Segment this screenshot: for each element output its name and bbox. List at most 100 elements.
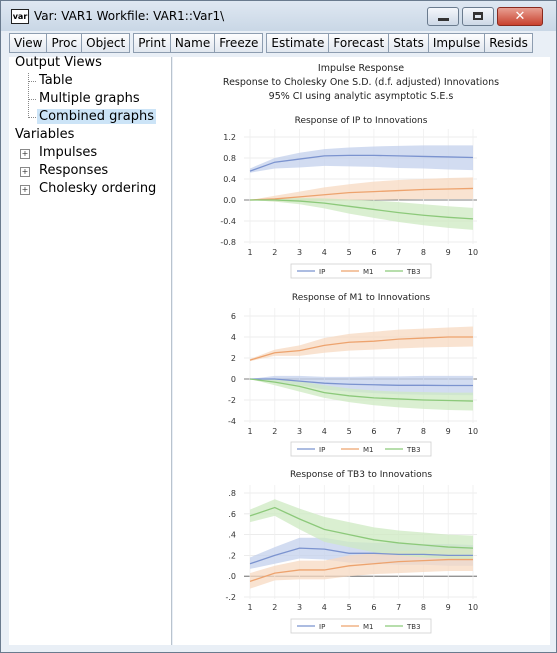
window-title: Var: VAR1 Workfile: VAR1::Var1\ <box>34 9 225 23</box>
chart-3-xtick-label: 7 <box>396 603 401 612</box>
chart-3-xtick-label: 3 <box>297 603 302 612</box>
chart-2-band-m1 <box>250 326 473 362</box>
chart-3-xtick-label: 5 <box>347 603 352 612</box>
chart-2-band-ip <box>250 375 473 396</box>
chart-1-xtick-label: 3 <box>297 248 302 257</box>
chart-1-ytick-label: -0.4 <box>220 217 236 226</box>
chart-3-legend-label-m1: M1 <box>363 623 374 631</box>
chart-2-xtick-label: 2 <box>272 427 277 436</box>
chart-1-xtick-label: 8 <box>421 248 426 257</box>
chart-3-line-tb3 <box>249 506 474 549</box>
tree-item-multiple-graphs[interactable]: Multiple graphs <box>39 91 140 106</box>
chart-3-ytick-label: .2 <box>228 551 236 560</box>
chart-1-xtick-label: 1 <box>247 248 252 257</box>
estimate-button[interactable]: Estimate <box>266 33 330 53</box>
chart-1-ytick-label: -0.8 <box>220 238 236 247</box>
chart-3-xtick-label: 10 <box>468 603 478 612</box>
chart-2-xtick-label: 4 <box>322 427 327 436</box>
chart-3-legend <box>290 618 432 634</box>
tree-item-impulses[interactable]: Impulses <box>39 145 98 160</box>
print-button[interactable]: Print <box>133 33 171 53</box>
chart-2-line-m1 <box>249 336 473 361</box>
chart-3-legend-label-tb3: TB3 <box>406 623 421 631</box>
maximize-icon <box>473 12 483 20</box>
chart-3-title: Response of TB3 to Innovations <box>290 470 432 480</box>
chart-3-ytick-label: .6 <box>228 510 236 519</box>
tree-connector <box>28 117 36 118</box>
chart-3-xtick-label: 1 <box>247 603 252 612</box>
chart-3-xtick-label: 6 <box>371 603 376 612</box>
impulse-button[interactable]: Impulse <box>428 33 486 53</box>
tree-connector <box>28 99 36 100</box>
chart-2-xtick-label: 7 <box>396 427 401 436</box>
tree-variables[interactable]: Variables <box>15 127 75 142</box>
chart-2-ytick-label: 0 <box>231 375 236 384</box>
tree-output-views[interactable]: Output Views <box>15 55 102 70</box>
freeze-button[interactable]: Freeze <box>215 33 264 53</box>
chart-1-ytick-label: 0.8 <box>223 154 236 163</box>
chart-3-xtick-label: 8 <box>421 603 426 612</box>
chart-3-ytick-label: .8 <box>228 489 236 498</box>
object-button[interactable]: Object <box>82 33 131 53</box>
minimize-button[interactable] <box>427 7 459 26</box>
chart-1-xtick-label: 4 <box>322 248 327 257</box>
view-button[interactable]: View <box>9 33 48 53</box>
toolbar-group-var: Estimate Forecast Stats Impulse Resids <box>266 33 533 55</box>
chart-1-xtick-label: 5 <box>347 248 352 257</box>
chart-1-xtick-label: 9 <box>446 248 451 257</box>
chart-2-xtick-label: 8 <box>421 427 426 436</box>
chart-2-xtick-label: 1 <box>247 427 252 436</box>
chart-2-band-tb3 <box>250 379 473 411</box>
expand-impulses-icon[interactable]: + <box>20 149 30 159</box>
close-button[interactable]: ✕ <box>497 7 543 26</box>
chart-2-ytick-label: -4 <box>228 417 236 426</box>
toolbar-group-output: Print Name Freeze <box>133 33 264 55</box>
chart-1-ytick-label: 0.0 <box>223 196 236 205</box>
chart-1-xtick-label: 2 <box>272 248 277 257</box>
tree-item-responses[interactable]: Responses <box>39 163 109 178</box>
chart-3-xtick-label: 9 <box>446 603 451 612</box>
tree-connector <box>28 81 36 82</box>
tree-item-combined-graphs[interactable]: Combined graphs <box>37 109 157 124</box>
name-button[interactable]: Name <box>170 33 216 53</box>
chart-2-legend-label-tb3: TB3 <box>406 446 421 454</box>
stats-button[interactable]: Stats <box>389 33 429 53</box>
chart-2-ytick-label: 2 <box>231 354 236 363</box>
chart-1-band-m1 <box>250 177 473 202</box>
title-bar[interactable]: var Var: VAR1 Workfile: VAR1::Var1\ ✕ <box>1 1 556 31</box>
graph-view: Impulse Response Response to Cholesky On… <box>173 57 550 645</box>
expand-cholesky-icon[interactable]: + <box>20 185 30 195</box>
chart-3-legend-label-ip: IP <box>319 623 325 631</box>
chart-1-title: Response of IP to Innovations <box>295 116 428 126</box>
tree-item-table[interactable]: Table <box>39 73 73 88</box>
chart-2-line-ip <box>250 378 473 387</box>
chart-2-ytick-label: -2 <box>228 396 236 405</box>
expand-responses-icon[interactable]: + <box>20 167 30 177</box>
resids-button[interactable]: Resids <box>485 33 533 53</box>
proc-button[interactable]: Proc <box>47 33 83 53</box>
chart-2-ytick-label: 6 <box>231 312 236 321</box>
figure-subheading: Response to Cholesky One S.D. (d.f. adju… <box>223 77 499 88</box>
chart-1-xtick-label: 7 <box>396 248 401 257</box>
tree-connector <box>28 73 29 118</box>
chart-1-line-tb3 <box>250 199 474 220</box>
impulse-response-figure: Impulse Response Response to Cholesky On… <box>220 63 499 634</box>
chart-1-xtick-label: 6 <box>371 248 376 257</box>
figure-ci-note: 95% CI using analytic asymptotic S.E.s <box>269 91 454 102</box>
toolbar: View Proc Object Print Name Freeze Estim… <box>9 33 533 55</box>
chart-1-line-ip <box>249 154 474 172</box>
maximize-button[interactable] <box>462 7 494 26</box>
chart-1-line-m1 <box>249 187 474 201</box>
forecast-button[interactable]: Forecast <box>329 33 390 53</box>
chart-2-legend-label-ip: IP <box>319 446 325 454</box>
chart-1-ytick-label: 0.4 <box>223 175 236 184</box>
tree-item-cholesky-ordering[interactable]: Cholesky ordering <box>39 181 157 196</box>
chart-3-band-m1 <box>250 549 473 589</box>
toolbar-group-object: View Proc Object <box>9 33 131 55</box>
chart-2-xtick-label: 6 <box>371 427 376 436</box>
output-tree: Output Views Table Multiple graphs Combi… <box>9 55 172 645</box>
chart-3-line-ip <box>249 547 473 565</box>
close-icon: ✕ <box>514 9 526 24</box>
chart-3-line-m1 <box>249 558 473 583</box>
